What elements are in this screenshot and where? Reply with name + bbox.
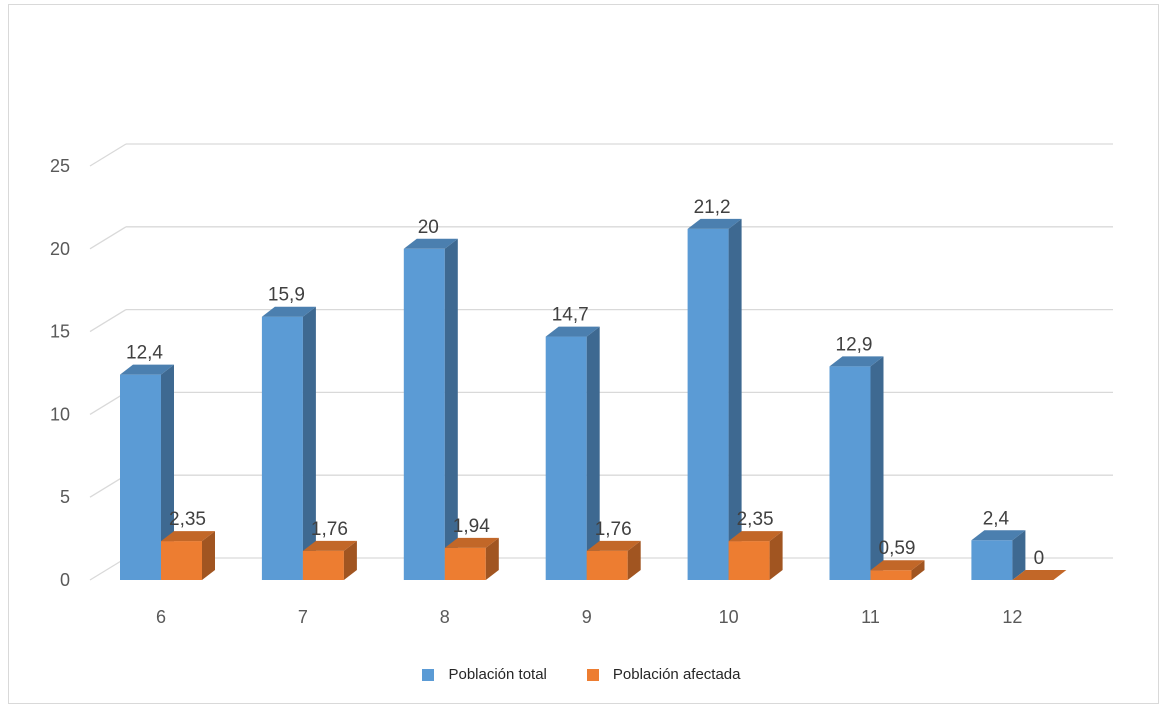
legend: Población total Población afectada — [0, 666, 1163, 683]
data-label: 1,76 — [595, 519, 632, 540]
bar-top-total — [120, 364, 174, 375]
bar-top-afectada — [586, 540, 641, 551]
data-label: 1,94 — [453, 516, 490, 537]
bar-top-afectada — [1012, 570, 1067, 580]
bar-top-total — [545, 326, 600, 337]
bar-front-afectada — [728, 541, 770, 580]
bar-front-afectada — [870, 570, 912, 580]
data-label: 15,9 — [268, 285, 305, 306]
data-label: 21,2 — [694, 197, 731, 218]
data-label: 14,7 — [552, 305, 589, 326]
bar-front-afectada — [161, 541, 202, 580]
bar-front-total — [829, 366, 871, 580]
bar-side-afectada — [202, 531, 215, 580]
y-tick-label: 0 — [60, 570, 70, 590]
y-tick-label: 25 — [50, 156, 70, 176]
bar-top-total — [971, 530, 1026, 541]
legend-label-afectada: Población afectada — [612, 666, 741, 683]
bar-front-afectada — [302, 550, 344, 580]
legend-label-total: Población total — [448, 666, 547, 683]
bar-front-afectada — [586, 550, 628, 580]
gridline-depth — [89, 226, 127, 250]
bar-side-afectada — [343, 540, 357, 580]
bar-side-afectada — [485, 537, 499, 580]
bar-top-afectada — [728, 531, 783, 542]
legend-swatch-afectada — [586, 668, 599, 681]
bar-side-total — [302, 306, 316, 580]
bar-side-total — [870, 356, 884, 580]
bar-top-afectada — [870, 560, 925, 571]
bar-front-total — [545, 336, 587, 580]
bar-front-total — [971, 540, 1013, 580]
bar-side-total — [728, 218, 742, 581]
bar-top-afectada — [444, 537, 499, 548]
bar-top-total — [403, 238, 458, 249]
y-tick-label: 20 — [50, 239, 70, 259]
data-label: 0 — [1034, 548, 1045, 569]
data-label: 12,9 — [836, 334, 873, 355]
bar-front-total — [261, 316, 303, 580]
bar-side-total — [1012, 530, 1026, 580]
x-tick-label: 8 — [440, 607, 450, 627]
x-tick-label: 7 — [298, 607, 308, 627]
legend-swatch-total — [422, 668, 435, 681]
legend-item-total: Población total — [422, 666, 547, 683]
x-tick-label: 11 — [861, 607, 880, 627]
x-tick-label: 12 — [1002, 607, 1022, 627]
bar-side-total — [444, 238, 458, 581]
x-tick-label: 6 — [156, 607, 166, 627]
x-tick-label: 9 — [582, 607, 592, 627]
bar-top-total — [687, 218, 742, 229]
bar-side-afectada — [627, 540, 641, 580]
bar-side-afectada — [911, 560, 925, 580]
data-label: 20 — [418, 217, 439, 238]
y-tick-label: 5 — [60, 487, 70, 507]
bar-top-afectada — [302, 540, 357, 551]
x-tick-label: 10 — [719, 607, 739, 627]
y-tick-label: 15 — [50, 322, 70, 342]
data-label: 2,4 — [983, 508, 1010, 529]
bar-front-total — [687, 228, 729, 581]
bar-side-afectada — [769, 531, 783, 580]
bar-front-afectada — [444, 547, 486, 580]
data-label: 12,4 — [126, 343, 163, 364]
gridline-depth — [89, 309, 127, 333]
bar-front-total — [120, 374, 161, 580]
bar-top-total — [261, 306, 316, 317]
bar-top-afectada — [161, 531, 215, 542]
bar-side-total — [161, 364, 174, 580]
data-label: 1,76 — [311, 519, 348, 540]
bar-top-total — [829, 356, 884, 367]
data-label: 0,59 — [879, 538, 916, 559]
bar-side-total — [586, 326, 600, 580]
legend-item-afectada: Población afectada — [586, 666, 741, 683]
bar-front-total — [403, 248, 445, 581]
gridline-depth — [89, 143, 127, 167]
data-label: 2,35 — [169, 509, 206, 530]
data-label: 2,35 — [737, 509, 774, 530]
y-tick-label: 10 — [50, 404, 70, 424]
